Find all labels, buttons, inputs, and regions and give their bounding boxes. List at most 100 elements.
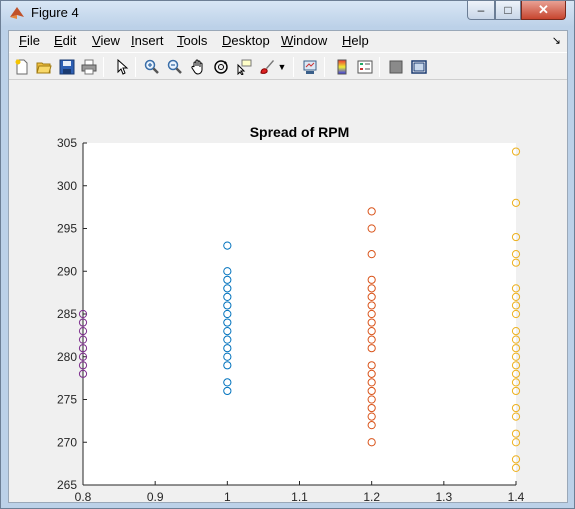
data-point bbox=[511, 335, 521, 344]
menu-edit[interactable]: Edit bbox=[54, 33, 77, 48]
toolbar-separator bbox=[135, 57, 136, 77]
data-point bbox=[367, 275, 376, 284]
y-tick-label: 285 bbox=[57, 307, 77, 321]
data-point bbox=[223, 318, 232, 327]
data-point bbox=[223, 284, 232, 293]
toolbar-separator bbox=[103, 57, 104, 77]
edit-plot-arrow-icon[interactable] bbox=[112, 57, 132, 77]
pan-hand-icon[interactable] bbox=[188, 57, 208, 77]
data-point bbox=[223, 361, 232, 370]
maximize-icon: □ bbox=[504, 3, 512, 17]
figure-toolbar: ▼ bbox=[9, 52, 567, 80]
data-point bbox=[511, 258, 521, 267]
print-icon[interactable] bbox=[79, 57, 99, 77]
axes-background bbox=[83, 143, 516, 485]
y-tick-label: 305 bbox=[57, 136, 77, 150]
data-point bbox=[511, 301, 521, 310]
menu-desktop[interactable]: Desktop bbox=[222, 33, 270, 48]
dock-arrow-icon[interactable]: ↘ bbox=[551, 35, 561, 47]
menu-tools[interactable]: Tools bbox=[177, 33, 208, 48]
data-point bbox=[511, 344, 521, 353]
data-point bbox=[223, 301, 232, 310]
data-point bbox=[511, 369, 521, 378]
data-point bbox=[511, 327, 521, 336]
data-point bbox=[511, 198, 521, 207]
hide-plot-tools-icon[interactable] bbox=[386, 57, 406, 77]
data-point bbox=[223, 292, 232, 301]
y-tick-label: 295 bbox=[57, 222, 77, 236]
close-button[interactable]: ✕ bbox=[521, 1, 566, 20]
toolbar-separator bbox=[379, 57, 380, 77]
scatter-plot[interactable]: Spread of RPM 0.8 0.9 1 1.1 1.2 1.3 1.4 265 270 2… bbox=[9, 81, 567, 504]
brush-dropdown-icon[interactable]: ▼ bbox=[277, 62, 287, 72]
data-point bbox=[511, 403, 521, 413]
maximize-button[interactable]: □ bbox=[495, 1, 521, 20]
window-title: Figure 4 bbox=[31, 5, 79, 20]
link-plot-icon[interactable] bbox=[300, 57, 320, 77]
data-point bbox=[223, 241, 232, 250]
data-point bbox=[78, 369, 88, 378]
data-point bbox=[511, 378, 521, 387]
data-point bbox=[367, 344, 376, 353]
axis-ticks: 0.8 0.9 1 1.1 1.2 1.3 1.4 265 270 275 280 285 290 295… bbox=[57, 136, 525, 504]
data-point bbox=[367, 292, 376, 301]
save-icon[interactable] bbox=[57, 57, 77, 77]
rotate-3d-icon[interactable] bbox=[211, 57, 231, 77]
data-point bbox=[78, 361, 88, 370]
x-tick-label: 0.9 bbox=[147, 490, 164, 502]
data-point bbox=[78, 344, 88, 353]
data-point bbox=[223, 344, 232, 353]
data-point bbox=[223, 386, 232, 396]
data-point bbox=[367, 361, 376, 370]
close-icon: ✕ bbox=[538, 2, 549, 17]
data-point bbox=[367, 284, 376, 293]
data-point bbox=[367, 378, 376, 387]
data-point bbox=[367, 207, 376, 216]
y-tick-label: 290 bbox=[57, 264, 77, 278]
data-cursor-icon[interactable] bbox=[234, 57, 254, 77]
data-point bbox=[78, 335, 88, 344]
open-file-icon[interactable] bbox=[34, 57, 54, 77]
menu-window[interactable]: Window bbox=[281, 33, 328, 48]
data-point bbox=[511, 309, 521, 319]
figure-canvas: Spread of RPM 0.8 0.9 1 1.1 1.2 1.3 1.4 265 270 2… bbox=[9, 81, 567, 504]
data-point bbox=[223, 267, 232, 276]
data-point bbox=[511, 361, 521, 370]
menu-bar: File Edit View Insert Tools Desktop Wind… bbox=[9, 31, 567, 51]
data-point bbox=[223, 352, 232, 361]
data-point bbox=[511, 438, 521, 447]
insert-colorbar-icon[interactable] bbox=[332, 57, 352, 77]
menu-file[interactable]: File bbox=[19, 33, 40, 48]
title-bar[interactable]: Figure 4 – □ ✕ bbox=[1, 1, 574, 27]
show-plot-tools-icon[interactable] bbox=[409, 57, 429, 77]
menu-view[interactable]: View bbox=[92, 33, 120, 48]
menu-insert[interactable]: Insert bbox=[131, 33, 164, 48]
data-point bbox=[367, 421, 376, 430]
zoom-out-icon[interactable] bbox=[165, 57, 185, 77]
minimize-icon: – bbox=[477, 3, 485, 17]
y-tick-label: 275 bbox=[57, 393, 77, 407]
data-point bbox=[78, 352, 88, 361]
toolbar-separator bbox=[324, 57, 325, 77]
zoom-in-icon[interactable] bbox=[142, 57, 162, 77]
data-point bbox=[367, 369, 376, 378]
minimize-button[interactable]: – bbox=[467, 1, 495, 20]
y-tick-label: 280 bbox=[57, 350, 77, 364]
data-point bbox=[223, 378, 232, 387]
brush-icon[interactable] bbox=[257, 57, 277, 77]
insert-legend-icon[interactable] bbox=[355, 57, 375, 77]
y-tick-label: 265 bbox=[57, 478, 77, 492]
chart-title: Spread of RPM bbox=[250, 124, 350, 140]
data-point bbox=[223, 309, 232, 319]
data-point bbox=[511, 352, 521, 361]
data-point bbox=[78, 318, 88, 327]
x-tick-label: 0.8 bbox=[75, 490, 92, 502]
data-point bbox=[511, 455, 521, 464]
data-point bbox=[367, 438, 376, 447]
data-point bbox=[367, 412, 376, 421]
data-point bbox=[367, 386, 376, 396]
data-point bbox=[367, 224, 376, 233]
new-figure-icon[interactable] bbox=[12, 57, 32, 77]
menu-help[interactable]: Help bbox=[342, 33, 369, 48]
